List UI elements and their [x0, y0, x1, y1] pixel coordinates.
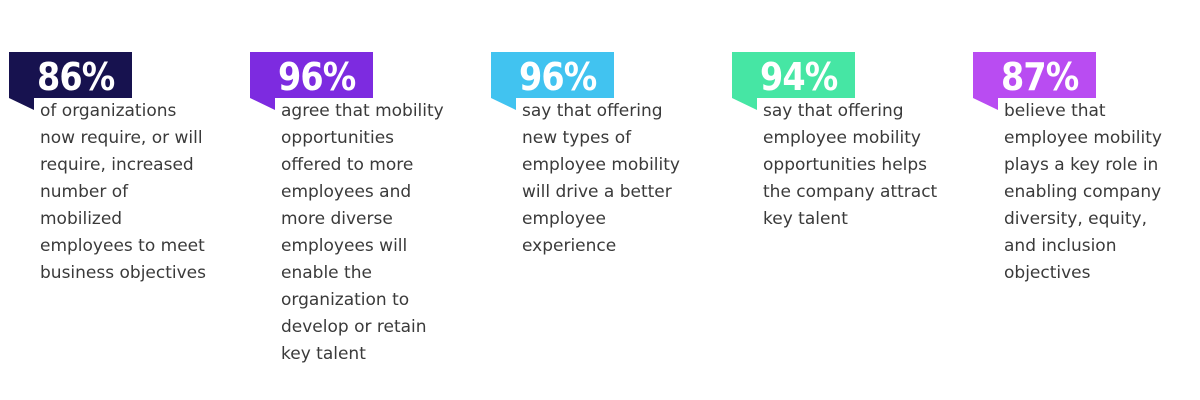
stat-badge-shape-4 [732, 52, 855, 110]
stat-percentage-4: 94% [760, 55, 838, 99]
stat-badge-3 [491, 52, 614, 110]
stat-description-5: believe that employee mobility plays a k… [1004, 101, 1162, 283]
stat-badge-shape-3 [491, 52, 614, 110]
stat-percentage-3: 96% [519, 55, 597, 99]
stat-description-1: of organizations now require, or will re… [40, 101, 206, 283]
stat-description-4: say that offering employee mobility oppo… [763, 101, 938, 229]
stat-badge-shape-5 [973, 52, 1096, 110]
stat-badge-1 [9, 52, 132, 110]
stat-badge-4 [732, 52, 855, 110]
stat-badge-shape-1 [9, 52, 132, 110]
stat-percentage-5: 87% [1001, 55, 1079, 99]
stat-percentage-2: 96% [278, 55, 356, 99]
stat-description-3: say that offering new types of employee … [522, 101, 680, 256]
stat-description-2: agree that mobility opportunities offere… [281, 101, 444, 364]
stat-badge-5 [973, 52, 1096, 110]
stat-badge-shape-2 [250, 52, 373, 110]
stat-badge-2 [250, 52, 373, 110]
stat-percentage-1: 86% [37, 55, 115, 99]
